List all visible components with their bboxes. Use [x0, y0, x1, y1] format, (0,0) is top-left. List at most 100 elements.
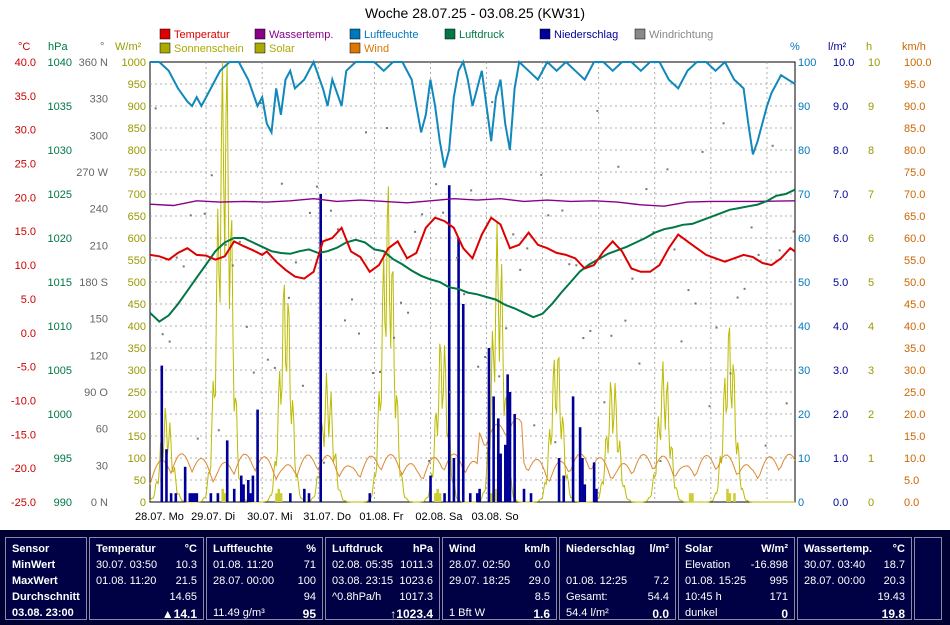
rain-tick-label: 9.0 — [833, 101, 848, 113]
direction-dot — [659, 460, 662, 463]
rain-tick-label: 2.0 — [833, 409, 848, 421]
rain-bar — [183, 466, 187, 502]
direction-dot — [729, 372, 732, 375]
stats-pres-avg: ^0.8hPa/h 1017.3 — [332, 591, 433, 603]
rain-bar — [249, 493, 252, 502]
direction-dot — [252, 371, 255, 374]
weather-chart: 28.07. Mo 29.07. Di 30.07. Mi 31.07. Do 01.0… — [11, 5, 932, 523]
rain-bar — [429, 475, 432, 502]
rain-bar — [487, 348, 491, 502]
direction-dot — [372, 371, 375, 374]
rain-bar — [461, 304, 465, 502]
x-tick-label: 30.07. Mi — [247, 511, 292, 523]
direction-dot — [449, 391, 452, 394]
humidity-line — [150, 59, 796, 168]
wind-direction-series — [154, 101, 795, 464]
sunshine-bar — [691, 493, 694, 502]
rain-bar — [571, 396, 575, 502]
wind-unit-label: km/h — [902, 41, 926, 53]
wind-tick-label: 60.0 — [904, 233, 925, 245]
stats-hum-current: 11.49 g/m³ 95 — [213, 607, 316, 621]
direction-unit-label: ° — [100, 41, 104, 53]
grid — [149, 61, 796, 503]
direction-dot — [168, 340, 171, 343]
stats-sensor-header: Sensor — [12, 543, 50, 555]
solar-tick-label: 800 — [128, 145, 146, 157]
direction-dot — [217, 429, 220, 432]
stats-water-avg: 19.43 — [877, 591, 905, 603]
line-series — [149, 59, 796, 323]
direction-dot — [743, 287, 746, 290]
wind-tick-label: 25.0 — [904, 387, 925, 399]
temp-tick-label: 5.0 — [21, 294, 36, 306]
solar-tick-label: 200 — [128, 409, 146, 421]
humidity-tick-label: 70 — [798, 189, 810, 201]
stats-temp-avg: 14.65 — [169, 591, 197, 603]
rain-unit-label: l/m² — [828, 41, 847, 53]
temp-tick-label: -5.0 — [17, 362, 36, 374]
direction-dot — [778, 249, 781, 252]
chart-title: Woche 28.07.25 - 03.08.25 (KW31) — [365, 5, 585, 21]
pressure-tick-label: 1015 — [48, 277, 72, 289]
wind-tick-label: 45.0 — [904, 299, 925, 311]
rain-bar — [457, 238, 460, 502]
rain-bar — [251, 475, 255, 502]
rain-bar — [174, 493, 178, 502]
wind-tick-label: 70.0 — [904, 189, 925, 201]
humidity-tick-label: 40 — [798, 321, 810, 333]
rain-bar — [595, 488, 598, 502]
sunshine-bar — [277, 488, 281, 502]
direction-dot — [414, 230, 417, 233]
pressure-unit-label: hPa — [48, 41, 68, 53]
direction-dot — [736, 296, 739, 299]
sunshine-bar — [726, 488, 729, 502]
stats-pres-max: 03.08. 23:15 1023.6 — [332, 575, 433, 587]
pressure-tick-label: 1010 — [48, 321, 72, 333]
rain-bar — [581, 458, 584, 502]
solar-tick-label: 350 — [128, 343, 146, 355]
rain-tick-label: 10.0 — [833, 57, 854, 69]
x-tick-label: 28.07. Mo — [135, 511, 184, 523]
solar-tick-label: 50 — [134, 475, 146, 487]
direction-dot — [512, 233, 515, 236]
x-tick-label: 02.08. Sa — [415, 511, 463, 523]
sunshine-bar — [494, 488, 498, 502]
direction-dot — [266, 358, 269, 361]
direction-dot — [329, 209, 332, 212]
direction-dot — [161, 333, 164, 336]
humidity-tick-label: 30 — [798, 365, 810, 377]
stats-rain-total: Gesamt: 54.4 — [566, 591, 669, 603]
pressure-tick-label: 1000 — [48, 409, 72, 421]
direction-dot — [322, 461, 325, 464]
direction-dot — [435, 183, 438, 186]
sunshine-bar — [733, 493, 736, 502]
stats-rain-unit: l/m² — [649, 543, 669, 555]
stats-water-unit: °C — [892, 543, 905, 555]
direction-dot — [750, 226, 753, 229]
sunshine-tick-label: 8 — [868, 145, 874, 157]
wind-tick-label: 95.0 — [904, 79, 925, 91]
solar-tick-label: 100 — [128, 453, 146, 465]
rain-bar — [239, 475, 243, 502]
wind-tick-label: 55.0 — [904, 255, 925, 267]
sunshine-tick-label: 3 — [868, 365, 874, 377]
rain-bar — [522, 488, 526, 502]
direction-dot — [505, 327, 508, 330]
direction-dot — [280, 182, 283, 185]
legend: Temperatur Wassertemp. Luftfeuchte Luftdruc… — [159, 28, 713, 55]
sunshine-bar — [275, 493, 278, 502]
humidity-tick-label: 90 — [798, 101, 810, 113]
humidity-tick-label: 60 — [798, 233, 810, 245]
solar-tick-label: 450 — [128, 299, 146, 311]
direction-dot — [365, 131, 367, 134]
solar-tick-label: 1000 — [122, 57, 146, 69]
solar-tick-label: 700 — [128, 189, 146, 201]
stats-water-max: 28.07. 00:00 20.3 — [804, 575, 905, 587]
direction-dot — [617, 165, 620, 168]
solar-tick-label: 0 — [140, 497, 146, 509]
stats-solar-col: Solar W/m² Elevation -16.898 01.08. 15:25… — [678, 537, 795, 621]
legend-label: Luftdruck — [459, 29, 505, 41]
solar-tick-label: 550 — [128, 255, 146, 267]
wind-tick-label: 30.0 — [904, 365, 925, 377]
humidity-tick-label: 10 — [798, 453, 810, 465]
